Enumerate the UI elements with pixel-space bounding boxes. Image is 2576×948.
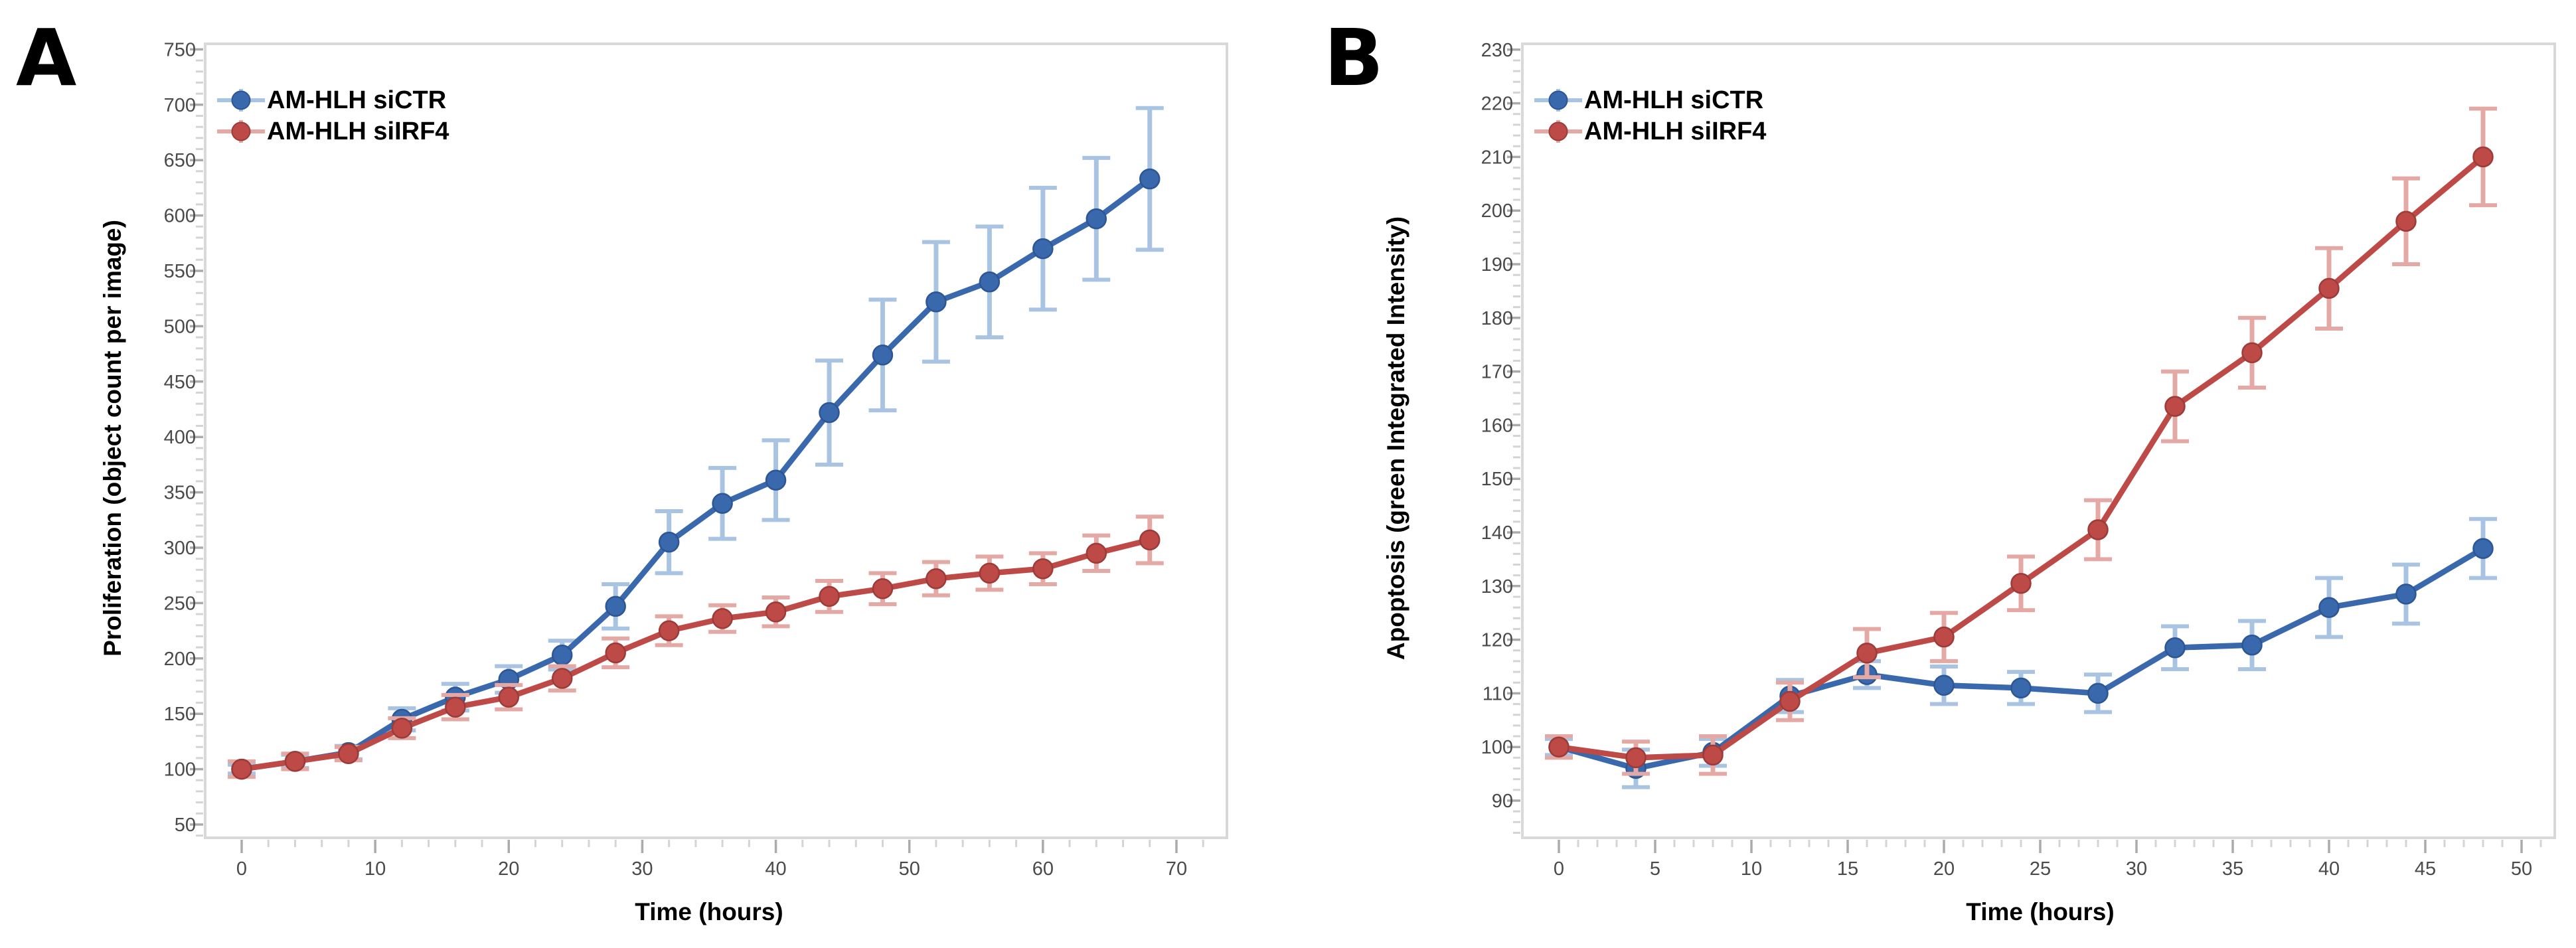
svg-text:140: 140 (1481, 522, 1513, 544)
svg-text:500: 500 (164, 316, 196, 337)
legend-entry: AM-HLH siCTR (267, 85, 449, 116)
svg-text:210: 210 (1481, 147, 1513, 168)
svg-text:60: 60 (1032, 858, 1054, 880)
svg-text:160: 160 (1481, 415, 1513, 436)
svg-text:350: 350 (164, 483, 196, 504)
svg-text:450: 450 (164, 372, 196, 393)
svg-text:70: 70 (1166, 858, 1187, 880)
svg-text:250: 250 (164, 593, 196, 614)
legend-label-sictr-b: AM-HLH siCTR (1584, 86, 1764, 114)
svg-text:200: 200 (164, 649, 196, 670)
legend-entry: AM-HLH siCTR (1584, 85, 1766, 116)
svg-text:50: 50 (175, 815, 196, 836)
svg-text:190: 190 (1481, 254, 1513, 276)
svg-text:230: 230 (1481, 40, 1513, 61)
svg-text:300: 300 (164, 538, 196, 559)
legend-entry: AM-HLH siIRF4 (267, 116, 449, 147)
svg-text:650: 650 (164, 150, 196, 171)
svg-text:50: 50 (2511, 858, 2532, 880)
panel-b-label: B (1324, 12, 1384, 104)
svg-text:600: 600 (164, 206, 196, 227)
svg-text:40: 40 (765, 858, 786, 880)
svg-text:10: 10 (1741, 858, 1762, 880)
svg-text:220: 220 (1481, 94, 1513, 115)
y-axis-label-a: Proliferation (object count per image) (99, 220, 126, 657)
legend-label-siirf4-b: AM-HLH siIRF4 (1584, 118, 1767, 145)
svg-text:30: 30 (631, 858, 653, 880)
svg-text:40: 40 (2318, 858, 2340, 880)
svg-text:170: 170 (1481, 362, 1513, 383)
legend-label-siirf4-a: AM-HLH siIRF4 (267, 118, 449, 145)
svg-text:90: 90 (1492, 791, 1513, 812)
svg-text:100: 100 (164, 759, 196, 781)
svg-text:120: 120 (1481, 630, 1513, 651)
y-axis-label-b: Apoptosis (green Integrated Intensity) (1382, 216, 1409, 661)
svg-text:50: 50 (899, 858, 920, 880)
svg-text:150: 150 (1481, 469, 1513, 490)
legend-panel-b: AM-HLH siCTR AM-HLH siIRF4 (1584, 85, 1766, 147)
svg-text:20: 20 (498, 858, 519, 880)
svg-text:400: 400 (164, 427, 196, 448)
svg-text:0: 0 (236, 858, 247, 880)
svg-text:20: 20 (1933, 858, 1955, 880)
svg-text:35: 35 (2222, 858, 2243, 880)
svg-text:45: 45 (2415, 858, 2436, 880)
svg-text:30: 30 (2126, 858, 2147, 880)
svg-text:15: 15 (1837, 858, 1858, 880)
svg-text:180: 180 (1481, 308, 1513, 329)
legend-entry: AM-HLH siIRF4 (1584, 116, 1766, 147)
svg-text:550: 550 (164, 261, 196, 282)
x-axis-label-a: Time (hours) (635, 898, 783, 925)
svg-text:10: 10 (364, 858, 386, 880)
svg-text:0: 0 (1554, 858, 1564, 880)
svg-text:130: 130 (1481, 576, 1513, 597)
panel-a-label: A (16, 12, 77, 104)
svg-text:110: 110 (1483, 683, 1513, 704)
svg-text:200: 200 (1481, 200, 1513, 222)
svg-text:5: 5 (1650, 858, 1660, 880)
svg-text:750: 750 (164, 39, 196, 60)
svg-text:25: 25 (2030, 858, 2051, 880)
legend-panel-a: AM-HLH siCTR AM-HLH siIRF4 (267, 85, 449, 147)
svg-text:150: 150 (164, 704, 196, 725)
svg-text:100: 100 (1481, 737, 1513, 758)
x-axis-label-b: Time (hours) (1966, 898, 2115, 925)
legend-label-sictr-a: AM-HLH siCTR (267, 86, 447, 114)
svg-text:700: 700 (164, 95, 196, 116)
